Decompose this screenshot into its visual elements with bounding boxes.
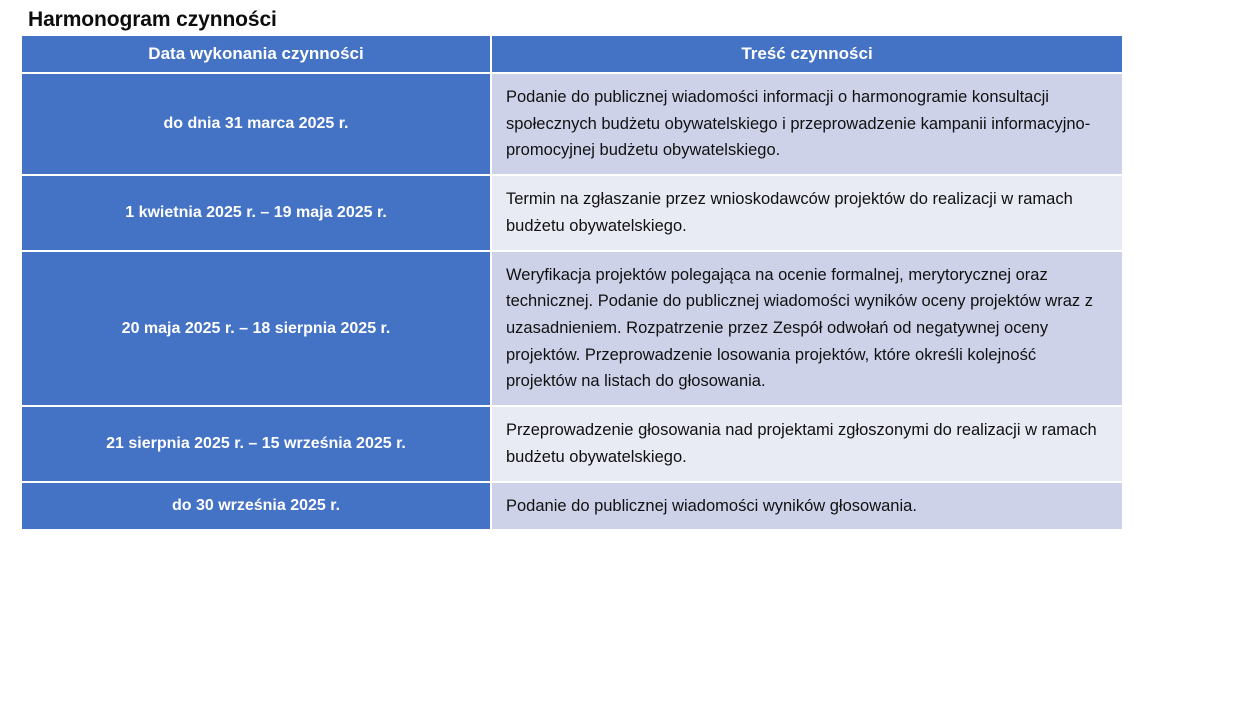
table-row: 1 kwietnia 2025 r. – 19 maja 2025 r. Ter… — [22, 176, 1122, 252]
table-row: do 30 września 2025 r. Podanie do public… — [22, 482, 1122, 530]
watermark-line-1: coza — [1118, 28, 1167, 50]
watermark-logo: coza dzi — [1118, 28, 1260, 86]
cell-content: Podanie do publicznej wiadomości wyników… — [492, 482, 1122, 530]
schedule-table: Data wykonania czynności Treść czynności… — [22, 36, 1122, 530]
cell-content: Podanie do publicznej wiadomości informa… — [492, 74, 1122, 177]
table-header-row: Data wykonania czynności Treść czynności — [22, 36, 1122, 74]
table-row: do dnia 31 marca 2025 r. Podanie do publ… — [22, 74, 1122, 177]
page-title: Harmonogram czynności — [28, 8, 277, 31]
column-header-content: Treść czynności — [492, 36, 1122, 74]
cell-content: Weryfikacja projektów polegająca na ocen… — [492, 251, 1122, 408]
cell-content: Przeprowadzenie głosowania nad projektam… — [492, 407, 1122, 483]
cell-date: 21 sierpnia 2025 r. – 15 września 2025 r… — [22, 407, 492, 483]
cell-date: do 30 września 2025 r. — [22, 482, 492, 530]
cell-date: do dnia 31 marca 2025 r. — [22, 74, 492, 177]
cell-content: Termin na zgłaszanie przez wnioskodawców… — [492, 176, 1122, 252]
watermark-line-2: dzi — [1118, 47, 1165, 81]
cell-date: 20 maja 2025 r. – 18 sierpnia 2025 r. — [22, 251, 492, 408]
table-row: 20 maja 2025 r. – 18 sierpnia 2025 r. We… — [22, 251, 1122, 408]
table-row: 21 sierpnia 2025 r. – 15 września 2025 r… — [22, 407, 1122, 483]
column-header-date: Data wykonania czynności — [22, 36, 492, 74]
cell-date: 1 kwietnia 2025 r. – 19 maja 2025 r. — [22, 176, 492, 252]
